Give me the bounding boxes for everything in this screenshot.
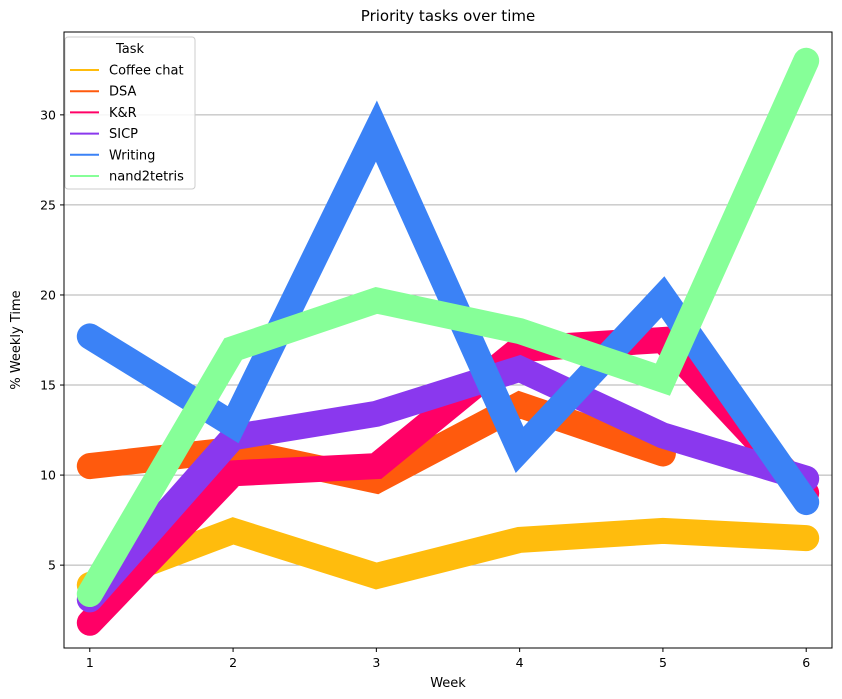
legend: Task Coffee chat DSA K&R SICP Writing nand2te… — [64, 36, 196, 190]
legend-box — [64, 36, 196, 190]
series-line-coffee-chat — [76, 517, 820, 598]
legend-label-k-r: K&R — [109, 106, 137, 121]
y-tick-label: 25 — [40, 197, 56, 212]
legend-title: Task — [115, 42, 145, 57]
x-axis-label: Week — [430, 676, 466, 691]
y-tick-label: 5 — [48, 558, 56, 573]
series-line-k-r — [76, 326, 820, 636]
x-tick-label: 3 — [372, 655, 380, 670]
legend-label-dsa: DSA — [109, 85, 137, 100]
x-tick-label: 5 — [659, 655, 667, 670]
x-tick-label: 2 — [229, 655, 237, 670]
y-axis-label: % Weekly Time — [9, 290, 24, 389]
legend-label-sicp: SICP — [109, 127, 138, 142]
series-line-nand2tetris — [76, 47, 820, 607]
y-tick-label: 15 — [40, 378, 56, 393]
series-lines — [76, 47, 820, 636]
x-tick-label: 6 — [802, 655, 810, 670]
x-tick-label: 1 — [86, 655, 94, 670]
y-tick-label: 30 — [40, 107, 56, 122]
plot-area-frame — [63, 31, 833, 649]
y-tick-label: 10 — [40, 468, 56, 483]
legend-label-coffee-chat: Coffee chat — [109, 64, 184, 79]
series-line-sicp — [76, 354, 820, 613]
y-axis-ticks: 5 10 15 20 25 30 — [40, 107, 64, 573]
legend-label-writing: Writing — [109, 148, 155, 163]
legend-label-nand2tetris: nand2tetris — [109, 170, 184, 185]
chart-title: Priority tasks over time — [361, 7, 535, 25]
x-tick-label: 4 — [516, 655, 524, 670]
y-tick-label: 20 — [40, 287, 56, 302]
x-axis-ticks: 1 2 3 4 5 6 — [86, 648, 810, 670]
